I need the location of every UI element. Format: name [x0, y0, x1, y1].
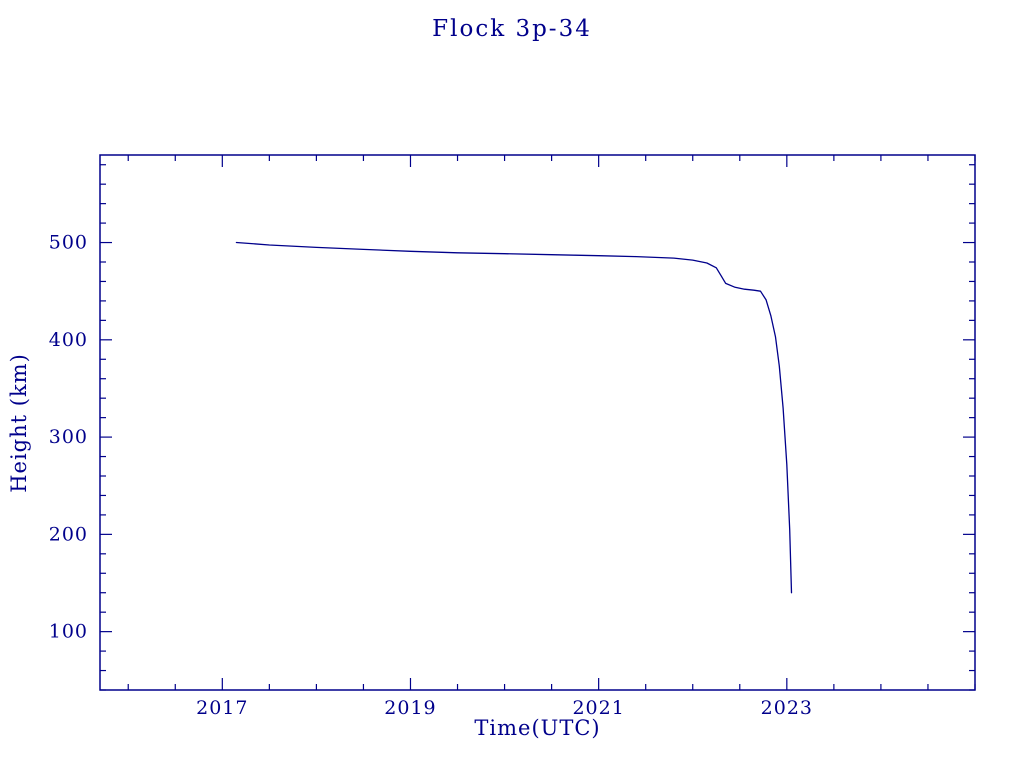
x-tick-labels: 2017 2019 2021 2023	[196, 697, 813, 719]
y-axis-ticks	[100, 164, 975, 691]
svg-text:2017: 2017	[196, 697, 248, 719]
svg-text:400: 400	[49, 329, 88, 351]
chart-title: Flock 3p-34	[432, 16, 592, 42]
svg-text:2023: 2023	[761, 697, 813, 719]
svg-text:2019: 2019	[384, 697, 436, 719]
x-axis-ticks	[127, 155, 976, 690]
svg-text:300: 300	[49, 426, 88, 448]
plot-border	[99, 154, 976, 691]
height-curve	[235, 241, 793, 594]
svg-text:100: 100	[49, 621, 88, 643]
y-tick-labels: 100 200 300 400 500	[49, 232, 88, 643]
x-axis-label: Time(UTC)	[474, 716, 601, 740]
svg-text:200: 200	[49, 523, 88, 545]
svg-text:2021: 2021	[572, 697, 624, 719]
svg-text:500: 500	[49, 232, 88, 254]
